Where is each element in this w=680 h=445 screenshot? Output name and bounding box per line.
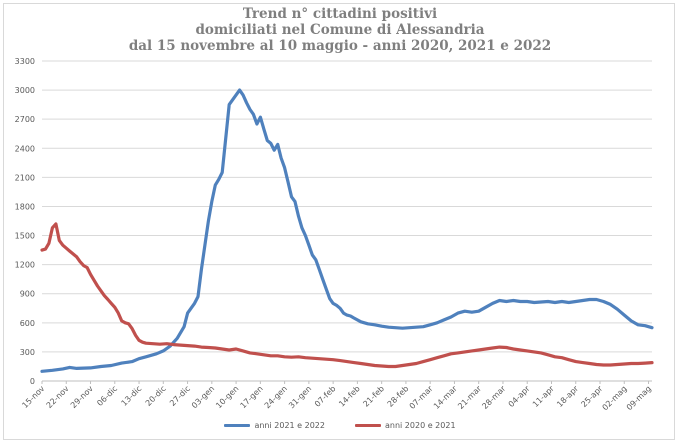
y-tick-label-0: 0 [30,377,35,386]
y-tick-label-900: 900 [20,290,35,299]
series-line-0 [40,88,654,373]
x-tick-label-06-dic: 06-dic [95,384,119,408]
y-tick-label-3000: 3000 [15,86,35,95]
x-tick-label-11-apr: 11-apr [531,384,556,409]
chart-legend: anni 2021 e 2022 anni 2020 e 2021 [0,421,680,430]
x-tick-label-28-feb: 28-feb [386,384,411,409]
chart-title-line-2: domiciliati nel Comune di Alessandria [195,22,485,38]
y-tick-label-600: 600 [20,319,35,328]
y-tick-label-2700: 2700 [15,115,35,124]
x-tick-label-18-apr: 18-apr [555,384,580,409]
x-tick-label-02-mag: 02-mag [601,384,629,412]
x-tick-label-20-dic: 20-dic [144,384,168,408]
legend-item-series-1: anni 2020 e 2021 [355,421,456,430]
x-tick-label-07-feb: 07-feb [313,384,338,409]
x-tick-label-21-mar: 21-mar [456,384,483,411]
chart-title: Trend n° cittadini positivi domiciliati … [0,6,680,54]
y-tick-label-2100: 2100 [15,173,35,182]
x-tick-label-14-feb: 14-feb [337,384,362,409]
x-tick-label-24-gen: 24-gen [263,384,289,410]
x-tick-label-04-apr: 04-apr [507,384,532,409]
y-tick-label-1200: 1200 [15,261,35,270]
chart-title-line-3: dal 15 novembre al 10 maggio - anni 2020… [128,38,552,54]
x-tick-label-07-mar: 07-mar [408,384,435,411]
x-tick-label-31-gen: 31-gen [287,384,313,410]
x-tick-label-15-nov: 15-nov [20,384,46,410]
x-tick-label-29-nov: 29-nov [69,384,95,410]
x-tick-label-17-gen: 17-gen [239,384,265,410]
y-tick-label-1500: 1500 [15,232,35,241]
x-tick-label-03-gen: 03-gen [190,384,216,410]
legend-label-series-0: anni 2021 e 2022 [254,421,325,430]
x-tick-label-21-feb: 21-feb [361,384,386,409]
chart-title-line-1: Trend n° cittadini positivi [242,6,438,22]
x-tick-label-28-mar: 28-mar [480,384,507,411]
y-tick-label-3300: 3300 [15,57,35,66]
legend-swatch-series-1 [355,424,381,427]
x-tick-label-09-mag: 09-mag [625,384,653,412]
x-tick-label-10-gen: 10-gen [214,384,240,410]
chart-frame [3,3,675,440]
x-tick-label-14-mar: 14-mar [432,384,459,411]
legend-item-series-0: anni 2021 e 2022 [224,421,325,430]
series-line-1 [40,222,654,369]
legend-label-series-1: anni 2020 e 2021 [385,421,456,430]
y-tick-label-300: 300 [20,348,35,357]
y-tick-label-2400: 2400 [15,144,35,153]
x-tick-label-22-nov: 22-nov [45,384,71,410]
x-tick-label-13-dic: 13-dic [120,384,144,408]
legend-swatch-series-0 [224,424,251,427]
x-tick-label-27-dic: 27-dic [168,384,192,408]
y-tick-label-1800: 1800 [15,202,35,211]
